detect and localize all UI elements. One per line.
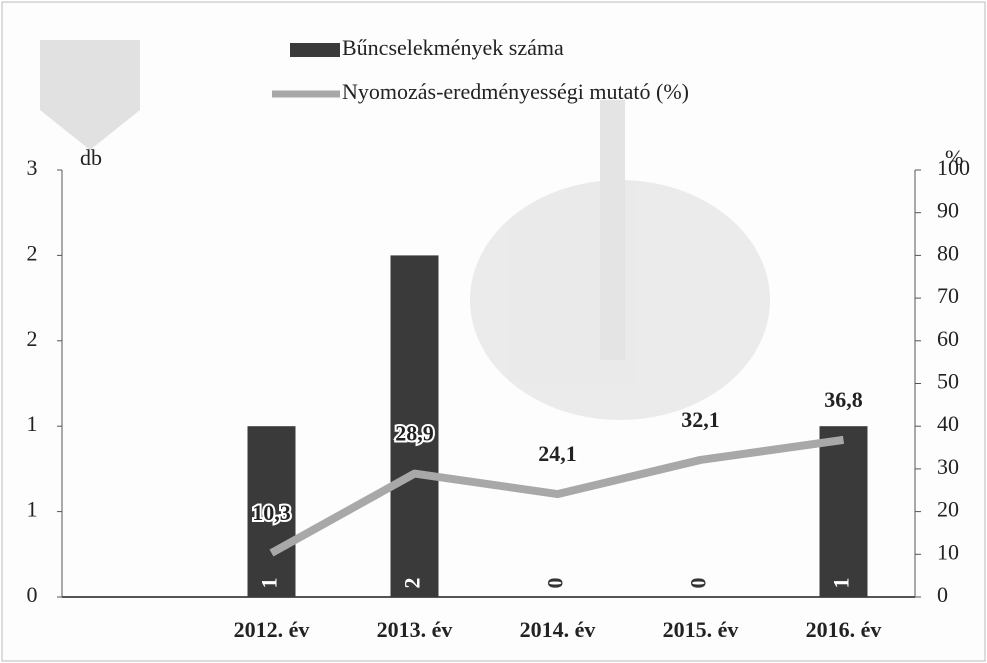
y2-tick-label: 100	[937, 155, 970, 180]
y2-tick-label: 70	[937, 283, 959, 308]
data-label: 32,1	[681, 407, 720, 432]
bar-value-label: 0	[543, 578, 568, 589]
legend-label: Bűncselekmények száma	[342, 35, 564, 60]
y2-tick-label: 50	[937, 369, 959, 394]
y-tick-label: 2	[27, 240, 38, 265]
x-tick-label: 2015. év	[663, 617, 739, 642]
y-tick-label: 1	[27, 497, 38, 522]
y-tick-label: 3	[27, 155, 38, 180]
y2-tick-label: 0	[937, 582, 948, 607]
watermark	[40, 40, 770, 420]
bar-value-label: 2	[400, 578, 425, 589]
legend-label: Nyomozás-eredményességi mutató (%)	[342, 79, 689, 104]
data-label: 10,3	[252, 500, 291, 525]
bar-value-label: 1	[257, 578, 282, 589]
y-tick-label: 0	[27, 582, 38, 607]
bar	[247, 426, 296, 597]
y2-tick-label: 20	[937, 497, 959, 522]
y2-axis-title: %	[945, 145, 963, 170]
data-label: 24,1	[538, 441, 577, 466]
line	[269, 435, 845, 557]
legend-swatch	[290, 43, 340, 57]
y2-tick-label: 80	[937, 240, 959, 265]
bar	[390, 255, 439, 597]
y-tick-label: 1	[27, 411, 38, 436]
bar-value-label: 0	[686, 578, 711, 589]
x-tick-label: 2012. év	[234, 617, 310, 642]
y2-tick-label: 90	[937, 198, 959, 223]
data-label: 36,8	[824, 387, 863, 412]
y-tick-label: 2	[27, 326, 38, 351]
x-tick-label: 2014. év	[520, 617, 596, 642]
y2-tick-label: 30	[937, 454, 959, 479]
bar	[819, 426, 868, 597]
bar-value-label: 1	[829, 578, 854, 589]
data-label: 28,9	[395, 421, 434, 446]
x-tick-label: 2013. év	[377, 617, 453, 642]
y2-tick-label: 10	[937, 539, 959, 564]
y2-tick-label: 40	[937, 411, 959, 436]
x-tick-label: 2016. év	[806, 617, 882, 642]
y-axis-title: db	[80, 145, 102, 170]
y2-tick-label: 60	[937, 326, 959, 351]
